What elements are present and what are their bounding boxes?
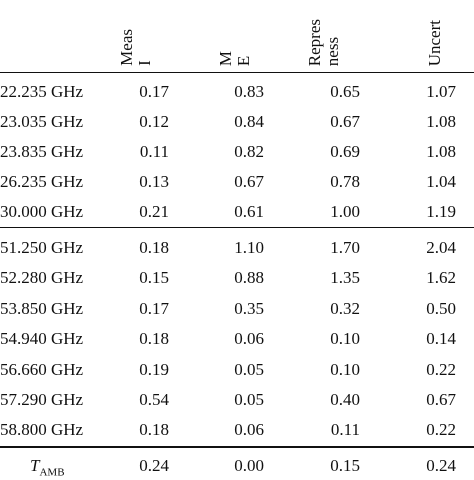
table-row: 58.800 GHz 0.18 0.06 0.11 0.22 — [0, 414, 474, 444]
table-header: Meas I M E Repres ness Uncert — [0, 0, 474, 72]
cell-v4: 1.08 — [426, 142, 456, 161]
table-row: 23.835 GHz 0.11 0.82 0.69 1.08 — [0, 136, 474, 166]
header-uncertainty: Uncert — [425, 19, 444, 66]
table-row: 22.235 GHz 0.17 0.83 0.65 1.07 — [0, 76, 474, 106]
row-label: 23.035 GHz — [0, 112, 84, 131]
cell-v4: 0.14 — [426, 329, 456, 348]
row-label: 52.280 GHz — [0, 268, 84, 287]
header-representativeness: Repres ness — [305, 18, 342, 66]
table-row: 54.940 GHz 0.18 0.06 0.10 0.14 — [0, 323, 474, 353]
cell-v3: 0.11 — [330, 420, 360, 439]
row-label: 22.235 GHz — [0, 82, 84, 101]
cell-v4: 2.04 — [426, 238, 456, 257]
cell-v3: 0.32 — [330, 299, 360, 318]
cell-v4: 1.04 — [426, 172, 456, 191]
cell-v3: 0.15 — [330, 456, 360, 475]
cell-v1: 0.13 — [139, 172, 169, 191]
cell-v2: 0.88 — [234, 268, 264, 287]
tamb-subscript: AMB — [39, 466, 65, 479]
header-model-line2: E — [234, 55, 253, 66]
cell-v4: 0.67 — [426, 390, 456, 409]
cell-v3: 0.10 — [330, 329, 360, 348]
cell-v4: 1.07 — [426, 82, 456, 101]
cell-v3: 1.35 — [330, 268, 360, 287]
header-repr-line1: Repres — [305, 18, 324, 66]
cell-v2: 1.10 — [234, 238, 264, 257]
group-divider-rule — [0, 227, 474, 228]
table-row: 51.250 GHz 0.18 1.10 1.70 2.04 — [0, 232, 474, 262]
tamb-symbol: T — [30, 456, 40, 475]
cell-v3: 0.78 — [330, 172, 360, 191]
row-label: 58.800 GHz — [0, 420, 84, 439]
row-label: 54.940 GHz — [0, 329, 84, 348]
cell-v2: 0.06 — [234, 329, 264, 348]
cell-v1: 0.21 — [139, 202, 169, 221]
bottom-rule — [0, 446, 474, 448]
cell-v2: 0.83 — [234, 82, 264, 101]
cell-v3: 1.00 — [330, 202, 360, 221]
header-uncertainty-line1: Uncert — [425, 19, 444, 66]
cell-v2: 0.06 — [234, 420, 264, 439]
cell-v4: 1.19 — [426, 202, 456, 221]
cell-v1: 0.18 — [139, 238, 169, 257]
table-row: 30.000 GHz 0.21 0.61 1.00 1.19 — [0, 196, 474, 226]
cell-v2: 0.00 — [234, 456, 264, 475]
row-label: 26.235 GHz — [0, 172, 84, 191]
cell-v2: 0.84 — [234, 112, 264, 131]
cell-v2: 0.05 — [234, 390, 264, 409]
cell-v3: 0.40 — [330, 390, 360, 409]
row-label: 57.290 GHz — [0, 390, 84, 409]
row-label: 23.835 GHz — [0, 142, 84, 161]
cell-v1: 0.19 — [139, 360, 169, 379]
cell-v3: 1.70 — [330, 238, 360, 257]
header-measurement-line2: I — [135, 60, 154, 66]
row-label: 56.660 GHz — [0, 360, 84, 379]
header-measurement: Meas I — [117, 29, 154, 66]
cell-v2: 0.67 — [234, 172, 264, 191]
row-label-tamb: TAMB — [30, 456, 65, 478]
table-row: 57.290 GHz 0.54 0.05 0.40 0.67 — [0, 384, 474, 414]
cell-v4: 0.22 — [426, 420, 456, 439]
cell-v3: 0.10 — [330, 360, 360, 379]
cell-v1: 0.54 — [139, 390, 169, 409]
cell-v1: 0.12 — [139, 112, 169, 131]
cell-v4: 1.62 — [426, 268, 456, 287]
header-measurement-line1: Meas — [117, 29, 136, 66]
cell-v3: 0.65 — [330, 82, 360, 101]
cell-v3: 0.67 — [330, 112, 360, 131]
table-row-tamb: TAMB 0.24 0.00 0.15 0.24 — [0, 450, 474, 480]
cell-v1: 0.17 — [139, 82, 169, 101]
cell-v4: 0.24 — [426, 456, 456, 475]
cell-v4: 1.08 — [426, 112, 456, 131]
top-rule — [0, 72, 474, 73]
cell-v1: 0.15 — [139, 268, 169, 287]
cell-v4: 0.22 — [426, 360, 456, 379]
cell-v3: 0.69 — [330, 142, 360, 161]
cell-v1: 0.18 — [139, 329, 169, 348]
table-row: 53.850 GHz 0.17 0.35 0.32 0.50 — [0, 293, 474, 323]
header-model-line1: M — [216, 50, 235, 66]
row-label: 30.000 GHz — [0, 202, 84, 221]
table-row: 56.660 GHz 0.19 0.05 0.10 0.22 — [0, 354, 474, 384]
cell-v4: 0.50 — [426, 299, 456, 318]
table-row: 26.235 GHz 0.13 0.67 0.78 1.04 — [0, 166, 474, 196]
cell-v2: 0.82 — [234, 142, 264, 161]
table-row: 52.280 GHz 0.15 0.88 1.35 1.62 — [0, 262, 474, 292]
cell-v2: 0.35 — [234, 299, 264, 318]
table-row: 23.035 GHz 0.12 0.84 0.67 1.08 — [0, 106, 474, 136]
row-label: 53.850 GHz — [0, 299, 84, 318]
header-model: M E — [216, 50, 253, 66]
cell-v2: 0.61 — [234, 202, 264, 221]
cell-v2: 0.05 — [234, 360, 264, 379]
row-label: 51.250 GHz — [0, 238, 84, 257]
cell-v1: 0.18 — [139, 420, 169, 439]
cell-v1: 0.24 — [139, 456, 169, 475]
cell-v1: 0.11 — [139, 142, 169, 161]
cell-v1: 0.17 — [139, 299, 169, 318]
header-repr-line2: ness — [323, 36, 342, 66]
